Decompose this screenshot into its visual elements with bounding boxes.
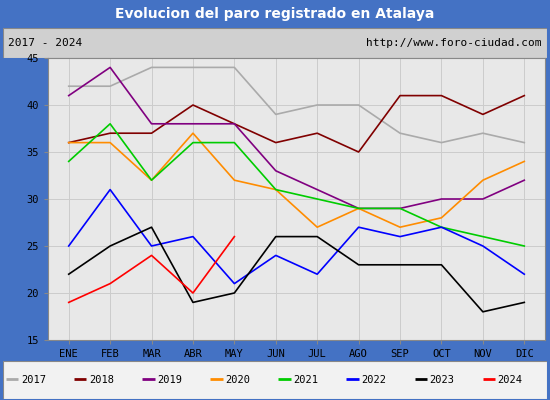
- Text: 2023: 2023: [430, 375, 454, 385]
- Text: 2020: 2020: [226, 375, 250, 385]
- Text: 2017 - 2024: 2017 - 2024: [8, 38, 82, 48]
- Text: 2024: 2024: [498, 375, 522, 385]
- Text: Evolucion del paro registrado en Atalaya: Evolucion del paro registrado en Atalaya: [116, 7, 435, 21]
- Text: 2022: 2022: [361, 375, 387, 385]
- Text: 2021: 2021: [293, 375, 318, 385]
- FancyBboxPatch shape: [3, 28, 547, 58]
- Text: 2019: 2019: [157, 375, 182, 385]
- Text: 2018: 2018: [89, 375, 114, 385]
- FancyBboxPatch shape: [3, 361, 547, 399]
- Text: http://www.foro-ciudad.com: http://www.foro-ciudad.com: [366, 38, 542, 48]
- Text: 2017: 2017: [21, 375, 46, 385]
